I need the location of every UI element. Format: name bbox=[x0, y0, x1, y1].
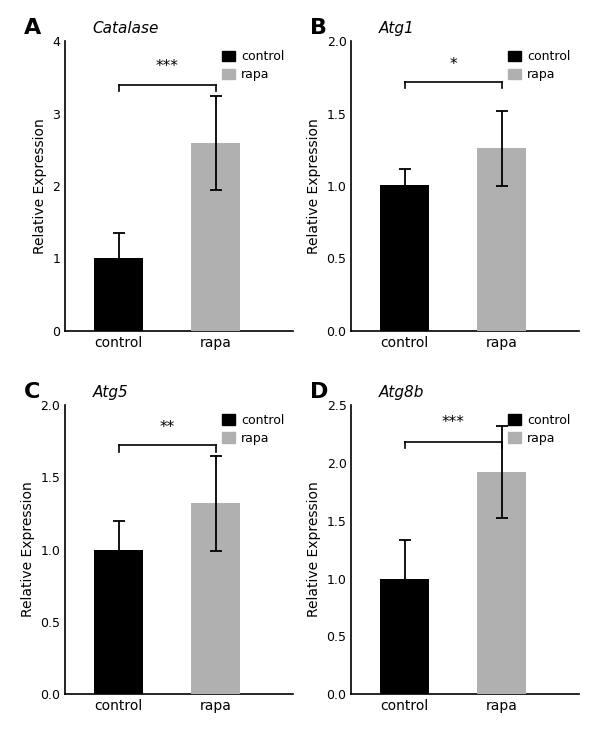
Legend: control, rapa: control, rapa bbox=[220, 411, 287, 447]
Bar bbox=[478, 148, 526, 331]
Text: **: ** bbox=[160, 421, 175, 435]
Text: Atg5: Atg5 bbox=[92, 385, 128, 399]
Text: Atg1: Atg1 bbox=[379, 21, 415, 36]
Text: *: * bbox=[449, 57, 457, 72]
Y-axis label: Relative Expression: Relative Expression bbox=[33, 118, 47, 254]
Text: A: A bbox=[24, 18, 41, 38]
Y-axis label: Relative Expression: Relative Expression bbox=[21, 482, 35, 617]
Bar bbox=[94, 258, 143, 331]
Text: ***: *** bbox=[155, 59, 178, 74]
Bar bbox=[380, 578, 429, 694]
Bar bbox=[191, 142, 240, 331]
Bar bbox=[380, 185, 429, 331]
Bar bbox=[478, 472, 526, 694]
Text: Catalase: Catalase bbox=[92, 21, 159, 36]
Text: D: D bbox=[310, 382, 329, 401]
Legend: control, rapa: control, rapa bbox=[506, 48, 573, 84]
Bar bbox=[94, 550, 143, 694]
Y-axis label: Relative Expression: Relative Expression bbox=[307, 482, 321, 617]
Bar bbox=[191, 504, 240, 694]
Y-axis label: Relative Expression: Relative Expression bbox=[307, 118, 321, 254]
Text: ***: *** bbox=[442, 415, 464, 430]
Text: B: B bbox=[310, 18, 328, 38]
Legend: control, rapa: control, rapa bbox=[220, 48, 287, 84]
Text: C: C bbox=[24, 382, 41, 401]
Legend: control, rapa: control, rapa bbox=[506, 411, 573, 447]
Text: Atg8b: Atg8b bbox=[379, 385, 424, 399]
